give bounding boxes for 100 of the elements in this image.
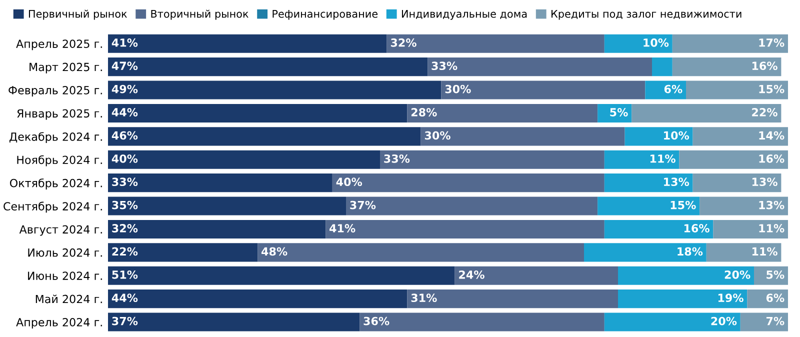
data-label: 33% (112, 178, 138, 186)
bar (420, 127, 625, 146)
data-label: 19% (718, 294, 744, 302)
bar (108, 58, 428, 76)
bar (686, 80, 788, 100)
data-label: 11% (650, 154, 676, 163)
data-label: 40% (336, 178, 362, 186)
bar (428, 58, 652, 76)
data-label: 6% (766, 294, 784, 302)
bar (332, 174, 604, 192)
bar (454, 266, 618, 285)
data-label: 28% (411, 108, 437, 116)
data-label: 20% (711, 316, 737, 326)
y-tick-label: Июнь 2024 г. (28, 272, 102, 280)
bar (326, 220, 604, 239)
data-label: 5% (610, 108, 628, 116)
legend-label: Вторичный рынок (151, 10, 248, 20)
bar (672, 34, 788, 53)
data-label: 20% (724, 270, 750, 279)
bar (618, 290, 748, 308)
bar (258, 243, 584, 262)
bar (108, 243, 258, 262)
y-tick-label: Июль 2024 г. (28, 248, 102, 257)
y-tick-label: Август 2024 г. (19, 225, 102, 236)
data-label: 40% (112, 154, 138, 163)
bar (632, 104, 782, 122)
data-label: 33% (432, 62, 458, 70)
data-label: 30% (445, 84, 471, 94)
data-label: 24% (459, 270, 484, 279)
y-tick-label: Апрель 2025 г. (16, 40, 102, 50)
y-tick-label: Май 2024 г. (36, 294, 102, 304)
bar (700, 196, 788, 216)
y-tick-label: Ноябрь 2024 г. (17, 155, 102, 166)
y-tick-label: Апрель 2024 г. (16, 318, 102, 329)
y-tick-label: Март 2025 г. (30, 62, 102, 74)
bar (108, 104, 408, 122)
data-label: 16% (759, 154, 784, 163)
bar (604, 312, 740, 332)
bar (604, 34, 672, 53)
data-label: 10% (644, 38, 669, 47)
data-label: 5% (766, 270, 784, 279)
y-tick-label: Декабрь 2024 г. (9, 132, 102, 144)
bar (108, 220, 326, 239)
data-label: 16% (752, 62, 778, 70)
data-label: 13% (664, 178, 690, 186)
bar (407, 104, 598, 122)
legend-label: Рефинансирование (272, 10, 378, 20)
legend-label: Кредиты под залог недвижимости (552, 10, 742, 20)
bar (108, 290, 408, 308)
bar (747, 290, 788, 308)
y-tick-label: Январь 2025 г. (17, 109, 102, 120)
bar (652, 58, 672, 76)
data-label: 10% (664, 131, 690, 140)
data-label: 7% (766, 316, 784, 326)
bar (604, 150, 680, 169)
bar (679, 150, 788, 169)
bar (692, 174, 782, 192)
bar (108, 80, 442, 100)
data-label: 13% (752, 178, 778, 186)
bar (108, 174, 332, 192)
data-label: 32% (390, 38, 416, 47)
data-label: 32% (112, 224, 138, 232)
data-label: 44% (112, 108, 138, 116)
bar (108, 196, 346, 216)
bar (346, 196, 598, 216)
y-tick-label: Февраль 2025 г. (8, 86, 102, 97)
bar (108, 312, 360, 332)
bar (604, 220, 714, 239)
bar (713, 220, 788, 239)
bar (618, 266, 754, 285)
data-label: 15% (670, 200, 696, 210)
bar (624, 127, 693, 146)
data-label: 11% (752, 247, 778, 256)
data-label: 49% (112, 84, 138, 94)
bar (441, 80, 646, 100)
data-label: 6% (664, 84, 682, 94)
bar (108, 150, 380, 169)
data-label: 22% (112, 247, 138, 256)
bar (740, 312, 788, 332)
data-label: 22% (752, 108, 778, 116)
data-label: 13% (759, 200, 784, 210)
bar (407, 290, 618, 308)
data-label: 46% (112, 131, 138, 140)
bar (108, 34, 387, 53)
bar (672, 58, 782, 76)
data-label: 18% (678, 247, 703, 256)
data-label: 33% (384, 154, 410, 163)
bar (645, 80, 686, 100)
data-label: 35% (112, 200, 138, 210)
y-tick-label: Октябрь 2024 г. (10, 178, 102, 190)
data-label: 47% (112, 62, 138, 70)
data-label: 51% (112, 270, 138, 279)
bar (386, 34, 604, 53)
y-tick-label: Сентябрь 2024 г. (4, 202, 102, 213)
legend-label: Первичный рынок (28, 10, 127, 20)
bar (380, 150, 604, 169)
data-label: 15% (759, 84, 784, 94)
data-label: 44% (112, 294, 138, 302)
data-label: 16% (684, 224, 710, 232)
data-label: 31% (411, 294, 437, 302)
